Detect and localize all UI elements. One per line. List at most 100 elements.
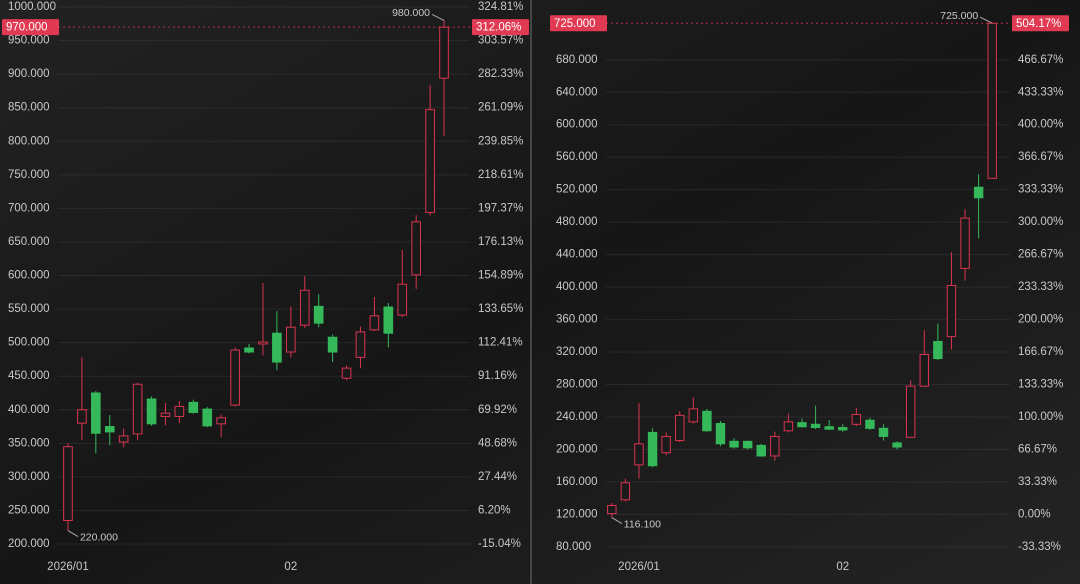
y2-tick-label: 303.57%: [478, 35, 523, 47]
candle-body: [230, 349, 240, 406]
y2-tick-label: 91.16%: [478, 370, 517, 382]
y2-tick-label: 282.33%: [478, 68, 523, 80]
y2-tick-label: 6.20%: [478, 504, 511, 516]
candle-body: [973, 186, 984, 199]
candle-body: [341, 367, 352, 379]
candle-body: [675, 414, 685, 442]
y2-tick-label: 154.89%: [478, 270, 523, 282]
y-tick-label: 650.000: [8, 236, 50, 248]
y-tick-label: 700.000: [8, 202, 50, 214]
candle-body: [188, 401, 199, 413]
y-tick-label: 950.000: [8, 35, 50, 47]
candle-body: [272, 332, 282, 363]
y-tick-label: 680.000: [556, 54, 598, 66]
y-tick-label: 750.000: [8, 169, 50, 181]
candle-body: [865, 419, 875, 429]
candle-body: [132, 383, 143, 435]
y2-tick-label: 33.33%: [1018, 476, 1057, 488]
candle-body: [146, 398, 157, 425]
annotation-leader: [611, 517, 623, 525]
last-price-label: 970.000: [6, 22, 48, 34]
candle-body: [634, 443, 644, 466]
last-price-label: 725.000: [554, 18, 596, 30]
y-tick-label: 250.000: [8, 504, 50, 516]
candle-body: [715, 422, 726, 445]
y2-tick-label: 133.33%: [1018, 379, 1063, 391]
y-tick-label: 400.000: [8, 404, 50, 416]
y-tick-label: 280.000: [556, 379, 598, 391]
candle-body: [202, 408, 213, 427]
y2-tick-label: 69.92%: [478, 404, 517, 416]
y2-tick-label: 400.00%: [1018, 119, 1063, 131]
y2-tick-label: 300.00%: [1018, 216, 1063, 228]
y-tick-label: 160.000: [556, 476, 598, 488]
y-tick-label: 900.000: [8, 68, 50, 80]
candle-body: [397, 283, 408, 316]
y-tick-label: 320.000: [556, 346, 598, 358]
y-tick-label: 200.000: [8, 538, 50, 550]
y2-tick-label: 261.09%: [478, 102, 523, 114]
last-price-badge: [550, 15, 607, 32]
candle-body: [919, 353, 929, 387]
last-change-badge: [472, 19, 529, 36]
candle-body: [729, 440, 739, 448]
candle-body: [647, 431, 658, 467]
candle-body: [286, 326, 296, 353]
candle-body: [987, 22, 997, 179]
candle-body: [851, 414, 862, 425]
candle-body: [63, 446, 73, 522]
candle-body: [960, 217, 970, 269]
candle-body: [878, 427, 889, 437]
candle-body: [118, 435, 129, 443]
x-tick-label: 02: [836, 561, 849, 573]
candle-body: [104, 426, 115, 433]
last-change-label: 504.17%: [1016, 18, 1061, 30]
y2-tick-label: 433.33%: [1018, 86, 1063, 98]
y-tick-label: 200.000: [556, 443, 598, 455]
y-tick-label: 600.000: [556, 119, 598, 131]
candle-body: [892, 442, 902, 448]
y2-tick-label: -15.04%: [478, 538, 521, 550]
x-tick-label: 02: [284, 561, 297, 573]
candle-body: [77, 409, 87, 424]
y-tick-label: 450.000: [8, 370, 50, 382]
y-tick-label: 600.000: [8, 270, 50, 282]
annotation-leader: [431, 13, 445, 21]
y-tick-label: 560.000: [556, 151, 598, 163]
y-tick-label: 1000.000: [8, 1, 56, 13]
x-tick-label: 2026/01: [47, 561, 89, 573]
candle-body: [327, 336, 338, 353]
y2-tick-label: 197.37%: [478, 202, 523, 214]
candle-body: [620, 482, 631, 501]
candle-body: [824, 426, 834, 430]
last-change-badge: [1012, 15, 1069, 32]
candle-body: [607, 504, 617, 515]
y-tick-label: 350.000: [8, 437, 50, 449]
y2-tick-label: 176.13%: [478, 236, 523, 248]
last-price-badge: [2, 19, 59, 36]
candle-body: [742, 440, 753, 449]
candle-body: [216, 417, 226, 425]
y-tick-label: 120.000: [556, 508, 598, 520]
high-label: 980.000: [392, 7, 430, 19]
y-tick-label: 440.000: [556, 249, 598, 261]
y-tick-label: 800.000: [8, 135, 50, 147]
candle-body: [383, 306, 394, 334]
y-tick-label: 80.000: [556, 541, 591, 553]
y-tick-label: 500.000: [8, 337, 50, 349]
last-change-label: 312.06%: [476, 22, 521, 34]
y2-tick-label: 27.44%: [478, 471, 517, 483]
candle-body: [258, 341, 268, 345]
candle-body: [756, 444, 766, 457]
candle-body: [661, 435, 671, 454]
y2-tick-label: 233.33%: [1018, 281, 1063, 293]
candle-body: [783, 421, 794, 432]
y2-tick-label: 133.65%: [478, 303, 523, 315]
y2-tick-label: 366.67%: [1018, 151, 1063, 163]
y-tick-label: 400.000: [556, 281, 598, 293]
y-tick-label: 480.000: [556, 216, 598, 228]
y2-tick-label: 48.68%: [478, 437, 517, 449]
candle-body: [770, 435, 780, 457]
